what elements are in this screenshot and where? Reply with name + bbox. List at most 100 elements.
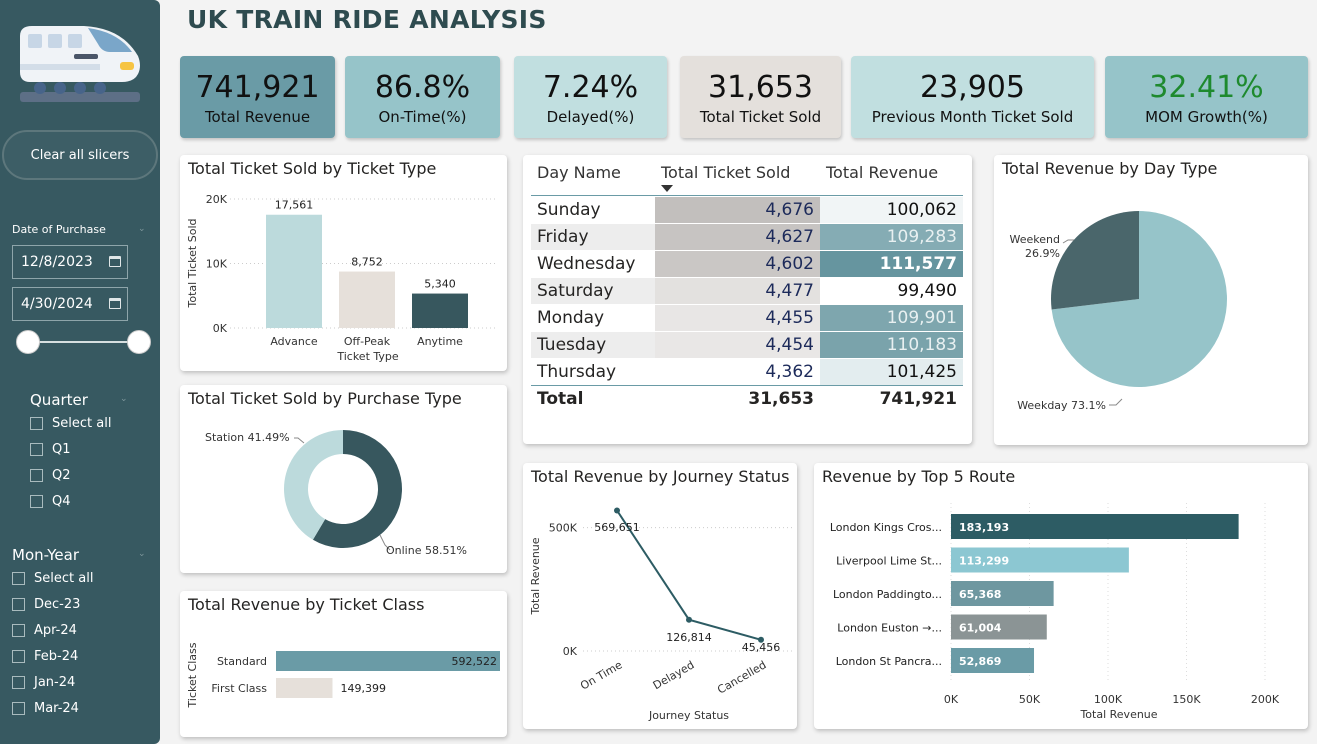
table-row[interactable]: Sunday 4,676 100,062 <box>531 197 963 223</box>
leader-line <box>1062 239 1074 244</box>
calendar-icon[interactable] <box>109 256 121 267</box>
chevron-down-icon[interactable]: ⌄ <box>138 549 146 559</box>
bar-off-peak[interactable] <box>339 271 395 328</box>
column-header-total-revenue[interactable]: Total Revenue <box>826 163 939 182</box>
mon-year-option-feb-24[interactable]: Feb-24 <box>12 649 78 664</box>
mon-year-option-select-all[interactable]: Select all <box>12 571 93 586</box>
checkbox[interactable] <box>30 443 43 456</box>
checkbox[interactable] <box>30 417 43 430</box>
data-label: 592,522 <box>452 655 498 668</box>
data-label: 61,004 <box>959 622 1002 635</box>
quarter-option-q2[interactable]: Q2 <box>30 468 71 483</box>
date-slider-track[interactable] <box>28 341 140 343</box>
quarter-option-select-all[interactable]: Select all <box>30 416 111 431</box>
category-label: London Euston →... <box>837 622 942 635</box>
train-icon <box>20 26 140 102</box>
calendar-icon[interactable] <box>109 298 121 309</box>
date-slider-end-handle[interactable] <box>127 330 151 354</box>
option-label: Apr-24 <box>34 623 77 638</box>
table-row[interactable]: Monday 4,455 109,901 <box>531 305 963 331</box>
data-label: 149,399 <box>340 682 386 695</box>
bar-standard[interactable] <box>276 651 500 671</box>
journey-status-chart-card: Total Revenue by Journey Status 500K 0K To… <box>523 463 797 729</box>
chevron-down-icon[interactable]: ⌄ <box>120 394 128 404</box>
bar-london-euston[interactable] <box>951 614 1047 640</box>
mon-year-option-apr-24[interactable]: Apr-24 <box>12 623 77 638</box>
start-date-input[interactable]: 12/8/2023 <box>12 245 128 279</box>
ticket-class-chart-card: Total Revenue by Ticket Class Ticket Cla… <box>180 591 507 737</box>
revenue-cell: 110,183 <box>820 332 963 358</box>
table-row[interactable]: Tuesday 4,454 110,183 <box>531 332 963 358</box>
slice-weekday-73-1[interactable] <box>1051 211 1227 387</box>
checkbox[interactable] <box>12 598 25 611</box>
x-tick-label: Delayed <box>651 658 697 692</box>
quarter-slicer-title: Quarter <box>30 391 88 409</box>
kpi-label: MOM Growth(%) <box>1145 108 1268 126</box>
data-point[interactable] <box>686 616 692 623</box>
kpi-label: Previous Month Ticket Sold <box>871 108 1074 126</box>
checkbox[interactable] <box>12 624 25 637</box>
purchase-type-chart: Online 58.51% Station 41.49% <box>205 430 467 557</box>
x-tick-label: On Time <box>578 658 625 692</box>
checkbox[interactable] <box>12 676 25 689</box>
chart-title: Total Revenue by Journey Status <box>531 467 790 486</box>
revenue-cell: 100,062 <box>820 197 963 223</box>
bar-london-kings-cros[interactable] <box>951 514 1239 539</box>
checkbox[interactable] <box>12 572 25 585</box>
slice-online[interactable] <box>312 430 402 548</box>
total-revenue-cell: 741,921 <box>879 389 957 409</box>
checkbox[interactable] <box>30 469 43 482</box>
option-label: Q1 <box>52 442 71 457</box>
checkbox[interactable] <box>30 495 43 508</box>
data-label: 52,869 <box>959 655 1001 668</box>
sort-desc-icon[interactable] <box>661 185 673 192</box>
checkbox[interactable] <box>12 702 25 715</box>
checkbox[interactable] <box>12 650 25 663</box>
date-slider-start-handle[interactable] <box>16 330 40 354</box>
bar-london-paddingto[interactable] <box>951 581 1054 606</box>
table-row[interactable]: Thursday 4,362 101,425 <box>531 359 963 385</box>
table-row[interactable]: Friday 4,627 109,283 <box>531 224 963 250</box>
x-tick-label: 100K <box>1094 693 1123 706</box>
date-of-purchase-label: Date of Purchase <box>12 223 106 236</box>
mon-year-option-dec-23[interactable]: Dec-23 <box>12 597 80 612</box>
day-name-cell: Monday <box>537 308 605 328</box>
data-label: 17,561 <box>275 199 314 212</box>
leader-line <box>379 534 391 551</box>
bar-advance[interactable] <box>266 214 322 328</box>
quarter-option-q1[interactable]: Q1 <box>30 442 71 457</box>
bar-anytime[interactable] <box>412 293 468 328</box>
slice-weekend[interactable] <box>1051 211 1139 310</box>
option-label: Select all <box>34 571 94 586</box>
ticket-sold-cell: 4,676 <box>655 197 820 223</box>
kpi-label: On-Time(%) <box>378 108 467 126</box>
mon-year-option-mar-24[interactable]: Mar-24 <box>12 701 79 716</box>
bar-liverpool-lime-st[interactable] <box>951 547 1129 573</box>
clear-all-slicers-button[interactable]: Clear all slicers <box>2 130 158 180</box>
y-axis-title: Total Ticket Sold <box>186 219 199 309</box>
end-date-input[interactable]: 4/30/2024 <box>12 287 128 321</box>
column-header-total-ticket-sold[interactable]: Total Ticket Sold <box>661 163 791 182</box>
total-sold-cell: 31,653 <box>748 389 814 409</box>
start-date-value: 12/8/2023 <box>21 254 93 270</box>
data-point[interactable] <box>614 507 620 514</box>
chart-title: Total Ticket Sold by Ticket Type <box>188 159 437 178</box>
kpi-value: 86.8% <box>374 70 471 105</box>
chevron-down-icon[interactable]: ⌄ <box>138 224 146 234</box>
bar-first-class[interactable] <box>276 678 333 698</box>
kpi-value: 23,905 <box>920 70 1025 105</box>
x-axis-title: Journey Status <box>648 709 729 722</box>
table-row[interactable]: Wednesday 4,602 111,577 <box>531 251 963 277</box>
kpi-previous-month-ticket-sold: 23,905 Previous Month Ticket Sold <box>851 56 1094 138</box>
total-row: Total 31,653 741,921 <box>531 386 963 412</box>
quarter-option-q4[interactable]: Q4 <box>30 494 71 509</box>
table-row[interactable]: Saturday 4,477 99,490 <box>531 278 963 304</box>
mon-year-option-jan-24[interactable]: Jan-24 <box>12 675 75 690</box>
slice-station[interactable] <box>284 430 343 540</box>
data-point[interactable] <box>758 636 764 643</box>
bar-london-st-pancra[interactable] <box>951 648 1035 673</box>
column-header-day-name[interactable]: Day Name <box>537 163 621 182</box>
y-tick-label: 500K <box>549 522 578 535</box>
category-label: London Kings Cros... <box>830 521 942 534</box>
